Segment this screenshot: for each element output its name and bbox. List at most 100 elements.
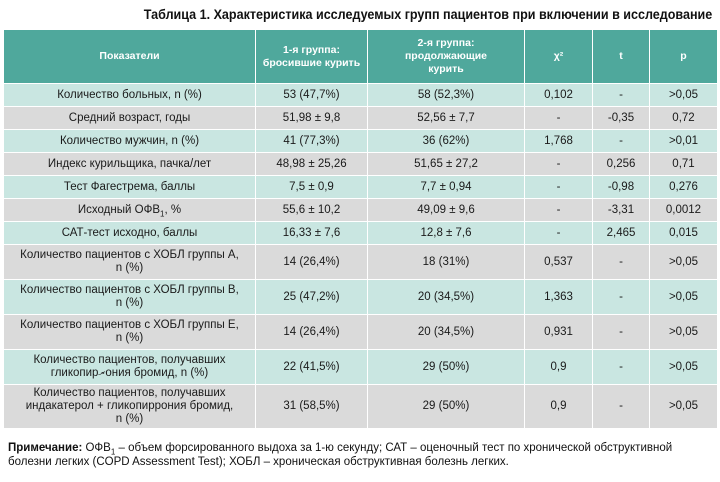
cell-group2: 52,56 ± 7,7	[367, 106, 525, 130]
header-row: Показатели 1-я группа: бросившие курить …	[3, 29, 718, 84]
cell-t: -	[592, 384, 650, 429]
table-row: Количество больных, n (%) 53 (47,7%) 58 …	[3, 83, 718, 107]
cell-group2: 51,65 ± 27,2	[367, 152, 525, 176]
cell-p: >0,05	[649, 349, 718, 385]
header-t: t	[592, 29, 650, 84]
indicator-suffix: , %	[164, 203, 182, 216]
table-row: Количество мужчин, n (%) 41 (77,3%) 36 (…	[3, 129, 718, 153]
cell-group1: 51,98 ± 9,8	[255, 106, 368, 130]
cell-indicator: Количество пациентов, получавших гликопир…	[3, 349, 256, 385]
cell-group2: 58 (52,3%)	[367, 83, 525, 107]
table-row: Количество пациентов с ХОБЛ группы Е, n (…	[3, 314, 718, 350]
header-group1-line2: бросившие курить	[262, 56, 361, 69]
cell-t: -	[592, 244, 650, 280]
cell-chi2: -	[524, 152, 593, 176]
cell-group2: 12,8 ± 7,6	[367, 221, 525, 245]
indicator-line1: Количество пациентов с ХОБЛ группы В,	[20, 284, 239, 296]
cell-chi2: 0,537	[524, 244, 593, 280]
indicator-line2: n (%)	[115, 332, 144, 344]
footnote-ofv-subscript: 1	[110, 447, 116, 457]
cell-group1: 31 (58,5%)	[255, 384, 368, 429]
cell-chi2: 0,9	[524, 384, 593, 429]
patient-groups-table: Показатели 1-я группа: бросившие курить …	[3, 29, 718, 429]
cell-indicator: Количество больных, n (%)	[3, 83, 256, 107]
cell-indicator: Количество пациентов с ХОБЛ группы А, n (…	[3, 244, 256, 280]
cell-chi2: -	[524, 221, 593, 245]
cell-group2: 20 (34,5%)	[367, 314, 525, 350]
table-row: Средний возраст, годы 51,98 ± 9,8 52,56 …	[3, 106, 718, 130]
cell-p: >0,01	[649, 129, 718, 153]
table-row: САТ-тест исходно, баллы 16,33 ± 7,6 12,8…	[3, 221, 718, 245]
cell-indicator: Количество пациентов, получавших индакате…	[3, 384, 256, 429]
cell-p: 0,71	[649, 152, 718, 176]
cell-group2: 49,09 ± 9,6	[367, 198, 525, 222]
cell-group2: 36 (62%)	[367, 129, 525, 153]
cell-indicator: Тест Фагестрема, баллы	[3, 175, 256, 199]
table-row: Тест Фагестрема, баллы 7,5 ± 0,9 7,7 ± 0…	[3, 175, 718, 199]
header-chi2: χ²	[524, 29, 593, 84]
cell-t: -	[592, 349, 650, 385]
cell-indicator: САТ-тест исходно, баллы	[3, 221, 256, 245]
cell-p: >0,05	[649, 244, 718, 280]
header-p: p	[649, 29, 718, 84]
cell-p: 0,0012	[649, 198, 718, 222]
cell-group2: 29 (50%)	[367, 384, 525, 429]
table-footnote: Примечание: ОФВ1 – объем форсированного …	[8, 441, 714, 469]
cell-t: -0,35	[592, 106, 650, 130]
header-indicator: Показатели	[3, 29, 256, 84]
cell-t: 0,256	[592, 152, 650, 176]
cell-group2: 20 (34,5%)	[367, 279, 525, 315]
cell-group1: 16,33 ± 7,6	[255, 221, 368, 245]
indicator-line2: n (%)	[115, 262, 144, 274]
cell-chi2: -	[524, 175, 593, 199]
table-row: Количество пациентов с ХОБЛ группы В, n (…	[3, 279, 718, 315]
cell-t: -	[592, 279, 650, 315]
cell-group2: 29 (50%)	[367, 349, 525, 385]
table-row: Индекс курильщика, пачка/лет 48,98 ± 25,…	[3, 152, 718, 176]
cell-group2: 7,7 ± 0,94	[367, 175, 525, 199]
cell-t: -	[592, 314, 650, 350]
footnote-label: Примечание:	[8, 442, 83, 454]
cell-p: >0,05	[649, 83, 718, 107]
header-group2-line1: 2-я группа:	[417, 37, 475, 49]
cell-t: -3,31	[592, 198, 650, 222]
indicator-line1: Количество пациентов, получавших	[33, 387, 226, 399]
header-group2-line2: продолжающие	[404, 50, 488, 62]
cell-group1: 53 (47,7%)	[255, 83, 368, 107]
table-row: Количество пациентов с ХОБЛ группы А, n (…	[3, 244, 718, 280]
indicator-line1: Количество пациентов, получавших	[33, 354, 226, 366]
cell-indicator: Количество пациентов с ХОБЛ группы Е, n (…	[3, 314, 256, 350]
cell-p: 0,72	[649, 106, 718, 130]
cell-group1: 14 (26,4%)	[255, 244, 368, 280]
cell-chi2: -	[524, 106, 593, 130]
cell-indicator: Количество пациентов с ХОБЛ группы В, n (…	[3, 279, 256, 315]
cell-group1: 14 (26,4%)	[255, 314, 368, 350]
table-row: Исходный ОФВ1, % 55,6 ± 10,2 49,09 ± 9,6…	[3, 198, 718, 222]
indicator-text: Исходный ОФВ	[77, 203, 160, 216]
header-group2-line3: курить	[428, 63, 464, 75]
cell-group1: 25 (47,2%)	[255, 279, 368, 315]
cell-t: -	[592, 129, 650, 153]
indicator-line3: n (%)	[115, 413, 144, 425]
cell-group2: 18 (31%)	[367, 244, 525, 280]
cell-p: >0,05	[649, 314, 718, 350]
indicator-line1: Количество пациентов с ХОБЛ группы Е,	[20, 319, 239, 331]
cell-group1: 41 (77,3%)	[255, 129, 368, 153]
footnote-ofv: ОФВ	[82, 442, 111, 454]
cell-chi2: 0,9	[524, 349, 593, 385]
cell-chi2: 0,102	[524, 83, 593, 107]
cell-chi2: -	[524, 198, 593, 222]
cell-indicator: Средний возраст, годы	[3, 106, 256, 130]
header-group1-line1: 1-я группа:	[283, 43, 340, 56]
indicator-subscript: 1	[160, 208, 165, 218]
cell-indicator: Исходный ОФВ1, %	[3, 198, 256, 222]
table-row: Количество пациентов, получавших гликопир…	[3, 349, 718, 385]
table-row: Количество пациентов, получавших индакате…	[3, 384, 718, 429]
cell-chi2: 1,363	[524, 279, 593, 315]
cell-p: >0,05	[649, 384, 718, 429]
indicator-line2: n (%)	[115, 297, 144, 309]
indicator-line2: индакатерол + гликопиррония бромид,	[25, 400, 234, 412]
table-caption: Таблица 1. Характеристика исследуемых гр…	[143, 7, 712, 22]
cell-t: -0,98	[592, 175, 650, 199]
cell-group1: 48,98 ± 25,26	[255, 152, 368, 176]
